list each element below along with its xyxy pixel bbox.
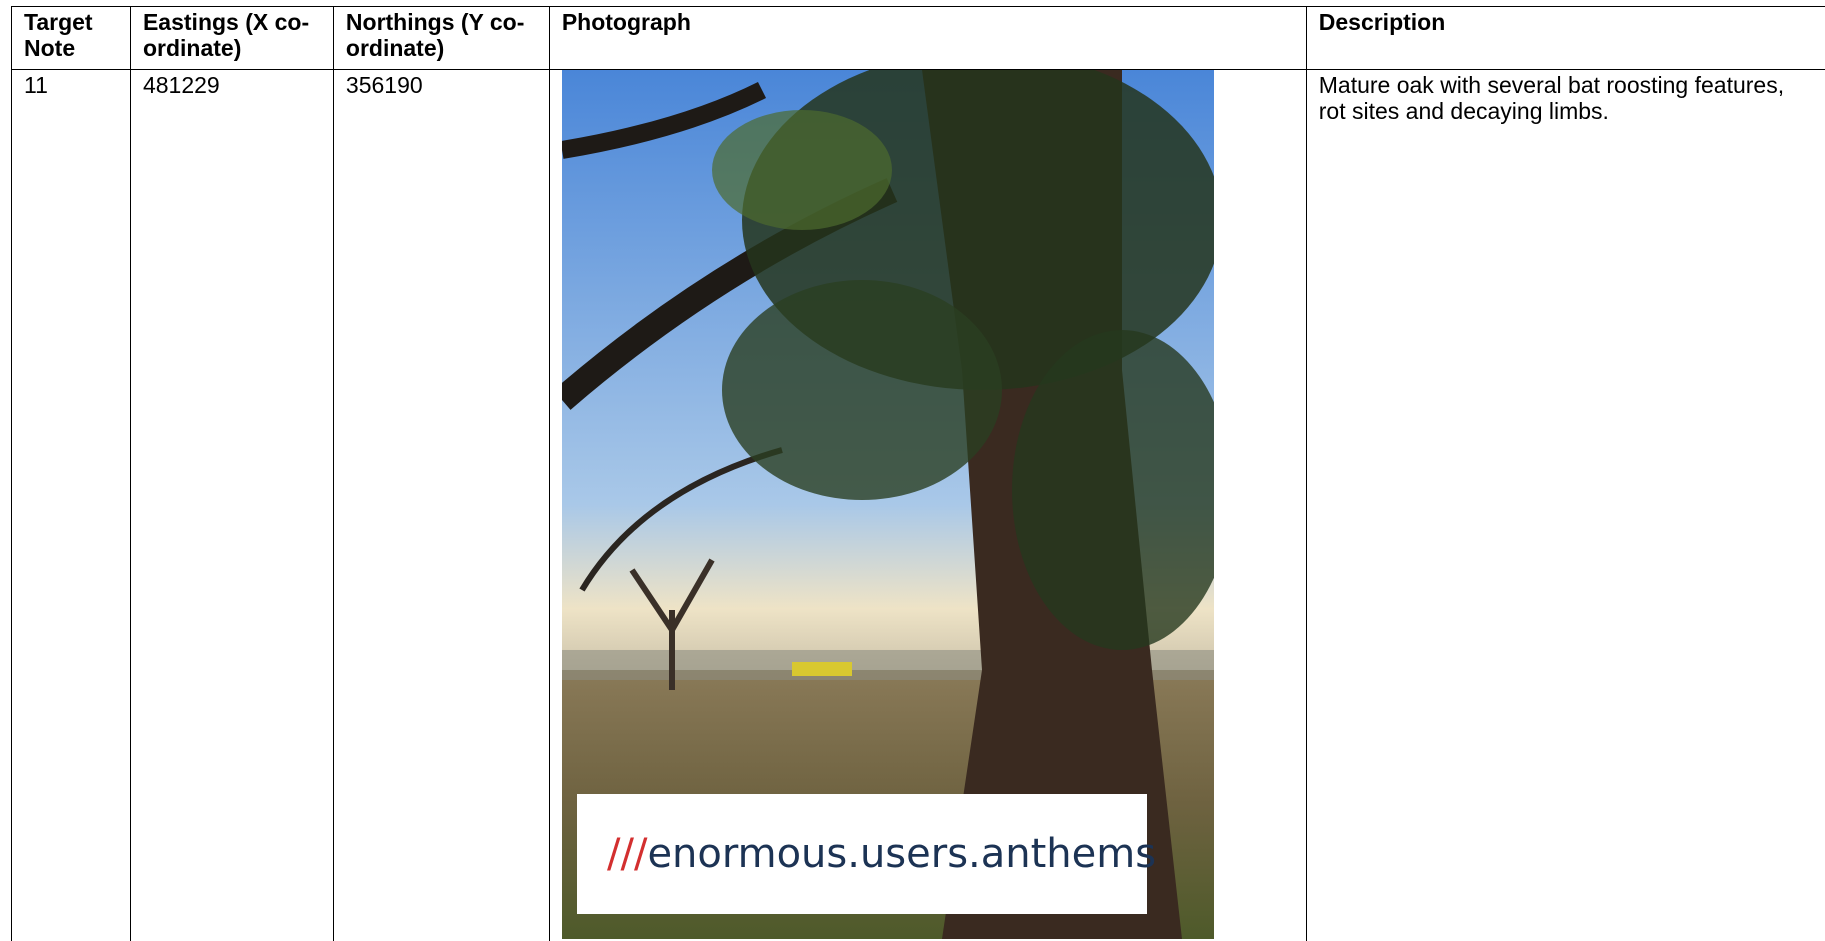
cell: Mature oak with several bat roosting fea… <box>1306 70 1825 941</box>
overlay-words: enormous.users.anthems <box>647 831 1156 877</box>
cell: 356190 <box>333 70 549 941</box>
header-cell: Eastings (X co-ordinate) <box>130 7 333 70</box>
photograph: ///enormous.users.anthems <box>562 70 1214 939</box>
header-cell: Northings (Y co-ordinate) <box>333 7 549 70</box>
overlay-prefix: /// <box>607 831 648 877</box>
data-row: 11 481229 356190 ///enormous.users.anthe… <box>12 70 1825 941</box>
cell: 11 <box>12 70 131 941</box>
photo-cell: ///enormous.users.anthems <box>549 70 1306 941</box>
header-cell: Photograph <box>549 7 1306 70</box>
cell: 481229 <box>130 70 333 941</box>
overlay-text: ///enormous.users.anthems <box>607 831 1156 877</box>
header-row: Target Note Eastings (X co-ordinate) Nor… <box>12 7 1825 70</box>
target-notes-table: Target Note Eastings (X co-ordinate) Nor… <box>11 6 1825 941</box>
header-cell: Description <box>1306 7 1825 70</box>
header-cell: Target Note <box>12 7 131 70</box>
